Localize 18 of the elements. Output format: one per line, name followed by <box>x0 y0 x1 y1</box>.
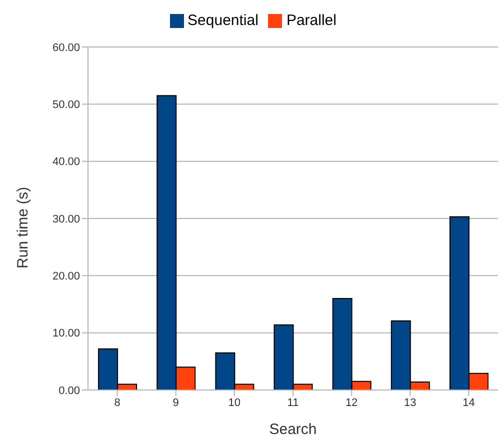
y-tick-label: 30.00 <box>52 213 80 226</box>
y-tick-label: 0.00 <box>58 384 80 397</box>
y-tick-label: 10.00 <box>52 328 80 340</box>
x-axis-title: Search <box>269 421 317 438</box>
x-tick-label: 13 <box>404 396 416 409</box>
x-tick-label: 10 <box>228 396 241 409</box>
legend-label: Parallel <box>286 12 336 29</box>
y-axis-title: Run time (s) <box>14 186 32 268</box>
y-tick-label: 40.00 <box>52 156 80 168</box>
y-tick-label: 20.00 <box>52 270 80 283</box>
x-tick-label: 11 <box>287 396 299 409</box>
x-tick-label: 12 <box>345 396 358 409</box>
y-tick-label: 60.00 <box>52 42 80 54</box>
x-tick-label: 8 <box>114 396 120 409</box>
y-tick-label: 50.00 <box>52 99 80 112</box>
x-tick-label: 9 <box>172 396 179 409</box>
x-tick-label: 14 <box>462 396 475 409</box>
legend-label: Sequential <box>188 12 258 29</box>
